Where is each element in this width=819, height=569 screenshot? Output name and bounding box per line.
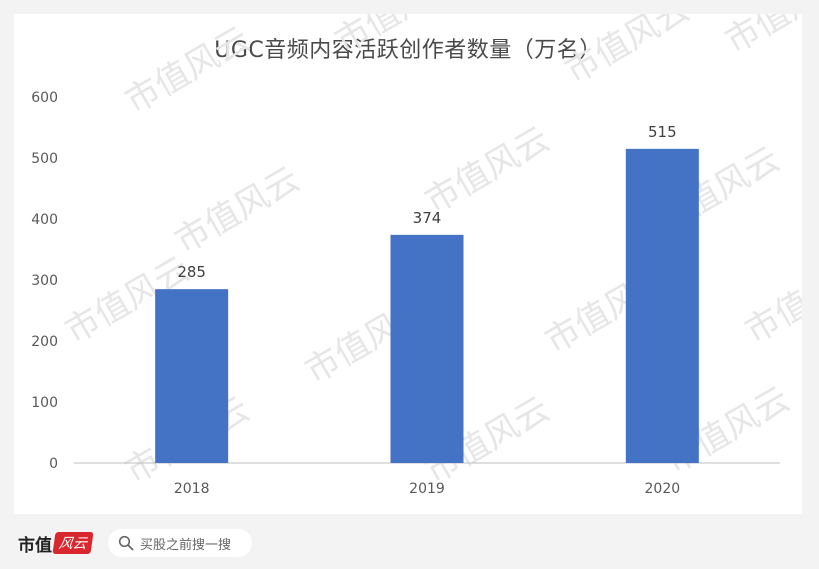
data-label: 515 — [648, 123, 677, 141]
watermark-text: 市值风云 — [419, 119, 557, 222]
watermark-text: 市值风云 — [169, 159, 307, 262]
y-tick-label: 200 — [31, 334, 58, 350]
watermark-text: 市值风云 — [739, 249, 803, 352]
brand-text: 市值 — [18, 535, 52, 556]
x-tick-label: 2020 — [645, 481, 681, 497]
y-tick-label: 300 — [31, 273, 58, 289]
search-icon — [118, 535, 134, 551]
y-tick-label: 100 — [31, 395, 58, 411]
watermark-text: 市值风云 — [119, 19, 257, 122]
watermark-text: 市值风云 — [559, 14, 697, 92]
search-button[interactable]: 买股之前搜一搜 — [108, 529, 252, 557]
data-label: 374 — [413, 209, 442, 227]
footer-bar: 市值 风云 买股之前搜一搜 — [0, 520, 819, 569]
brand-logo: 市值 风云 — [18, 530, 94, 556]
x-tick-label: 2019 — [409, 481, 445, 497]
y-tick-label: 400 — [31, 212, 58, 228]
brand-seal: 风云 — [52, 532, 94, 554]
chart-card: UGC音频内容活跃创作者数量（万名） 市值风云 市值风云 市值风云 市值风云 市值风云市… — [14, 14, 802, 514]
watermark-text: 市值风云 — [719, 14, 803, 62]
y-tick-label: 600 — [31, 90, 58, 106]
bar-2018 — [155, 289, 229, 463]
watermark-text: 市值风云 — [329, 14, 467, 62]
x-tick-label: 2018 — [174, 481, 210, 497]
chart-title: UGC音频内容活跃创作者数量（万名） — [214, 38, 602, 63]
y-tick-label: 500 — [31, 151, 58, 167]
bar-2020 — [625, 148, 699, 463]
y-tick-label: 0 — [49, 456, 58, 472]
search-label: 买股之前搜一搜 — [140, 537, 232, 553]
data-label: 285 — [177, 263, 206, 281]
bar-2019 — [390, 234, 464, 463]
